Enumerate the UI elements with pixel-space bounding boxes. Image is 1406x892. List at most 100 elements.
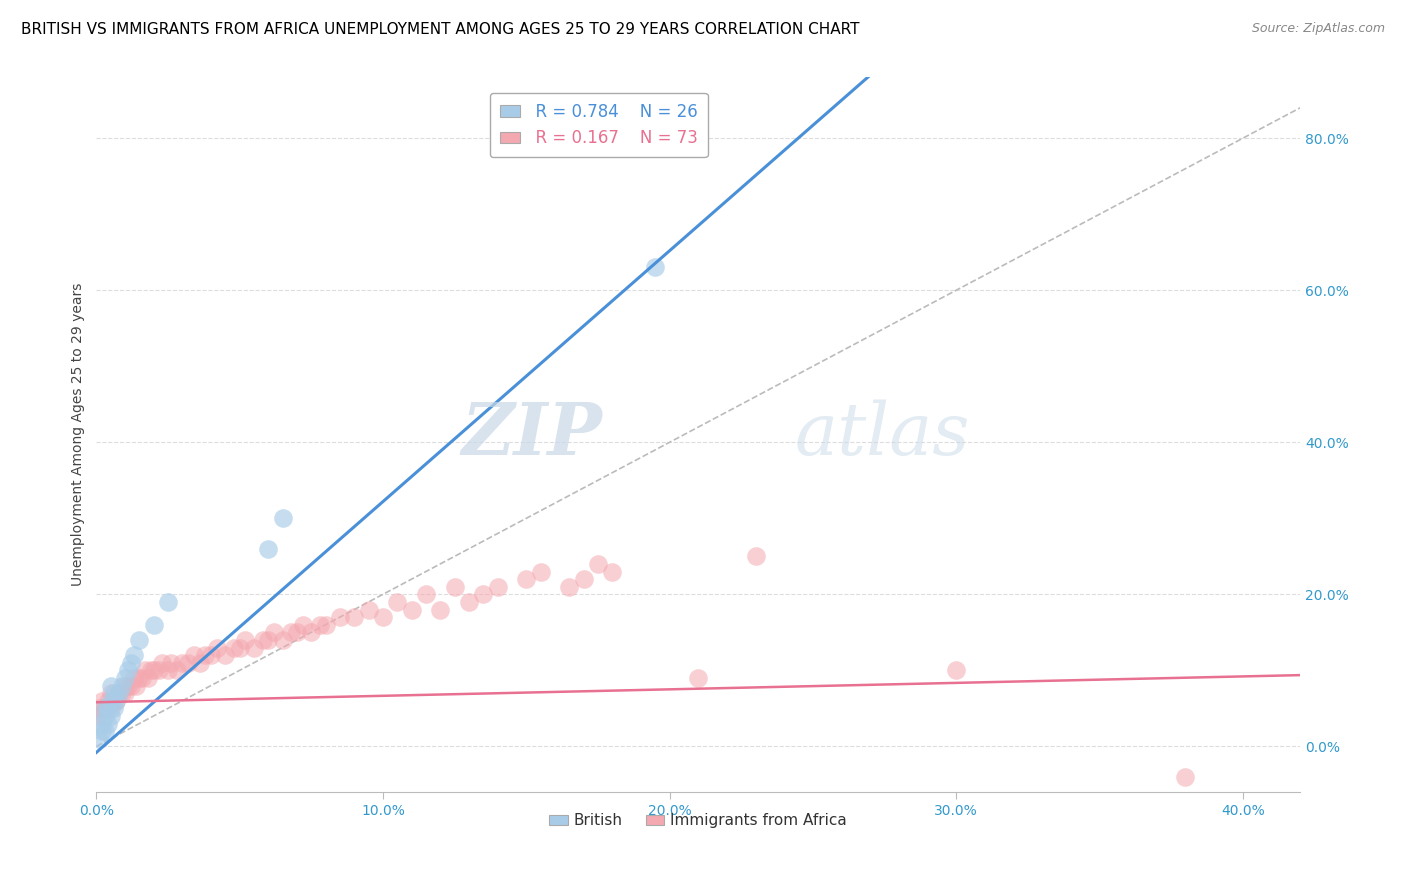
Point	[89, 731, 111, 746]
Text: atlas: atlas	[794, 400, 970, 470]
Text: BRITISH VS IMMIGRANTS FROM AFRICA UNEMPLOYMENT AMONG AGES 25 TO 29 YEARS CORRELA: BRITISH VS IMMIGRANTS FROM AFRICA UNEMPL…	[21, 22, 859, 37]
Point	[94, 709, 117, 723]
Point	[114, 679, 136, 693]
Point	[166, 664, 188, 678]
Point	[91, 716, 114, 731]
Point	[160, 656, 183, 670]
Point	[97, 701, 120, 715]
Point	[86, 709, 108, 723]
Point	[572, 572, 595, 586]
Point	[688, 671, 710, 685]
Point	[343, 610, 366, 624]
Point	[401, 602, 423, 616]
Point	[235, 632, 257, 647]
Point	[371, 610, 394, 624]
Point	[97, 694, 120, 708]
Point	[183, 648, 205, 662]
Point	[252, 632, 274, 647]
Point	[529, 565, 551, 579]
Point	[122, 648, 145, 662]
Point	[188, 656, 211, 670]
Point	[156, 595, 179, 609]
Point	[515, 572, 537, 586]
Point	[100, 709, 122, 723]
Point	[472, 587, 495, 601]
Point	[105, 694, 128, 708]
Point	[486, 580, 509, 594]
Point	[172, 656, 194, 670]
Point	[105, 694, 128, 708]
Point	[156, 664, 179, 678]
Point	[136, 671, 159, 685]
Point	[128, 671, 150, 685]
Point	[257, 632, 280, 647]
Point	[111, 679, 134, 693]
Point	[111, 686, 134, 700]
Point	[108, 686, 131, 700]
Point	[600, 565, 623, 579]
Point	[280, 625, 302, 640]
Point	[415, 587, 437, 601]
Point	[1174, 770, 1197, 784]
Legend: British, Immigrants from Africa: British, Immigrants from Africa	[543, 807, 853, 834]
Point	[558, 580, 581, 594]
Point	[134, 664, 156, 678]
Point	[139, 664, 162, 678]
Point	[194, 648, 217, 662]
Point	[100, 686, 122, 700]
Point	[148, 664, 170, 678]
Point	[89, 701, 111, 715]
Text: Source: ZipAtlas.com: Source: ZipAtlas.com	[1251, 22, 1385, 36]
Point	[177, 656, 200, 670]
Point	[103, 686, 125, 700]
Point	[91, 694, 114, 708]
Point	[228, 640, 250, 655]
Point	[117, 664, 139, 678]
Point	[100, 694, 122, 708]
Point	[94, 701, 117, 715]
Point	[100, 679, 122, 693]
Point	[315, 617, 337, 632]
Point	[263, 625, 285, 640]
Point	[200, 648, 222, 662]
Point	[744, 549, 766, 564]
Point	[443, 580, 465, 594]
Point	[120, 679, 142, 693]
Point	[94, 724, 117, 739]
Point	[243, 640, 266, 655]
Point	[150, 656, 173, 670]
Point	[644, 260, 666, 275]
Point	[103, 694, 125, 708]
Point	[586, 557, 609, 571]
Point	[114, 686, 136, 700]
Point	[214, 648, 236, 662]
Point	[299, 625, 322, 640]
Point	[131, 671, 153, 685]
Point	[117, 679, 139, 693]
Point	[205, 640, 228, 655]
Point	[122, 671, 145, 685]
Point	[97, 716, 120, 731]
Point	[291, 617, 314, 632]
Point	[357, 602, 380, 616]
Point	[309, 617, 332, 632]
Point	[103, 701, 125, 715]
Point	[458, 595, 481, 609]
Point	[285, 625, 308, 640]
Point	[387, 595, 409, 609]
Point	[257, 541, 280, 556]
Point	[142, 664, 165, 678]
Point	[91, 724, 114, 739]
Point	[108, 686, 131, 700]
Point	[271, 632, 294, 647]
Point	[91, 709, 114, 723]
Point	[142, 617, 165, 632]
Point	[100, 701, 122, 715]
Point	[222, 640, 245, 655]
Point	[114, 671, 136, 685]
Point	[120, 656, 142, 670]
Point	[125, 679, 148, 693]
Point	[945, 664, 967, 678]
Point	[94, 701, 117, 715]
Point	[128, 632, 150, 647]
